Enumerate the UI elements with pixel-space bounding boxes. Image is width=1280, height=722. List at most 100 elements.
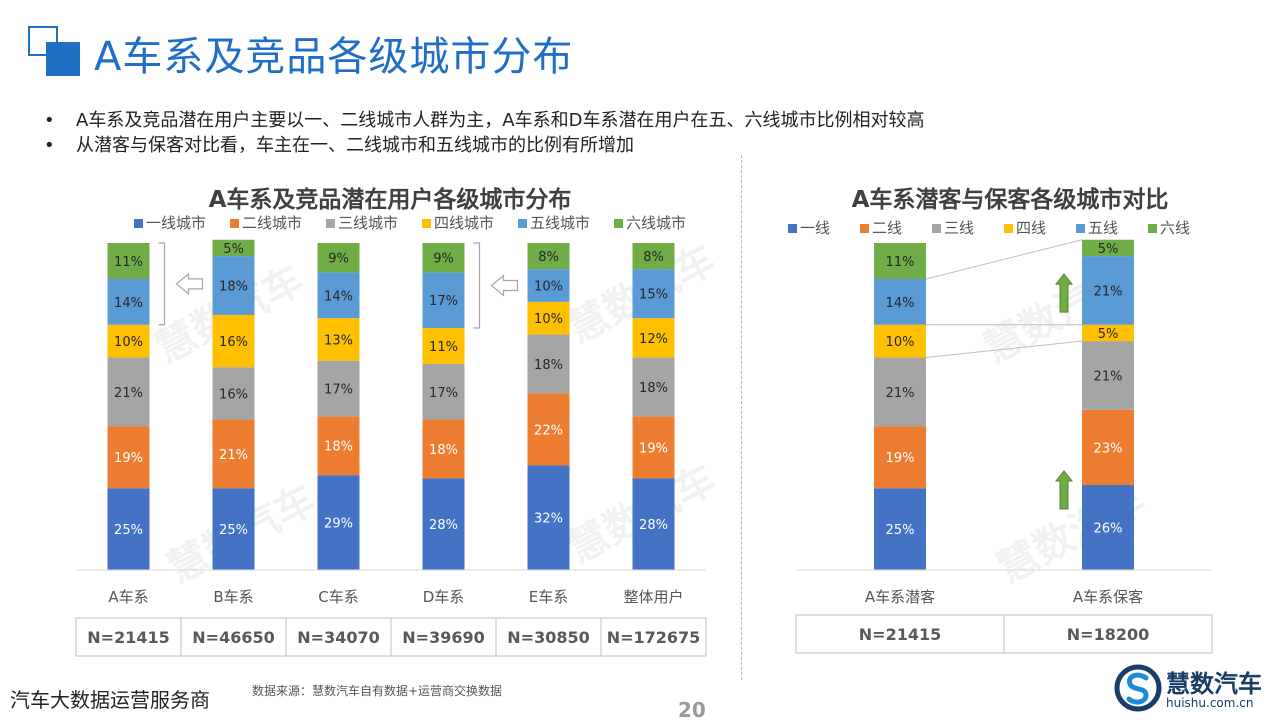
bar-segment <box>107 324 150 358</box>
legend-swatch <box>614 219 623 228</box>
sample-size-label: N=30850 <box>507 628 589 647</box>
data-label: 22% <box>534 423 563 438</box>
green-up-arrow-icon <box>1054 470 1074 510</box>
legend-label: 二线城市 <box>242 214 302 232</box>
sample-size-label: N=18200 <box>1067 625 1149 644</box>
data-label: 14% <box>886 296 915 311</box>
data-label: 5% <box>223 242 244 257</box>
bar-segment <box>874 324 926 358</box>
data-label: 5% <box>1098 242 1119 257</box>
sample-size-cell <box>390 617 497 657</box>
data-label: 21% <box>219 448 248 463</box>
data-label: 10% <box>534 280 563 295</box>
bar-segment <box>422 419 465 479</box>
legend-swatch <box>422 219 431 228</box>
legend-swatch <box>1076 224 1085 233</box>
bar-segment <box>212 239 255 257</box>
data-label: 19% <box>886 451 915 466</box>
sample-size-label: N=172675 <box>607 628 701 647</box>
x-tick-label: E车系 <box>529 588 568 606</box>
bar-segment <box>874 357 926 427</box>
bar-segment <box>107 243 150 279</box>
bar-segment <box>107 426 150 489</box>
footer-tagline: 汽车大数据运营服务商 <box>10 688 210 712</box>
data-label: 11% <box>429 340 458 355</box>
brand-name: 慧数汽车 <box>1166 670 1262 698</box>
x-tick-label: 整体用户 <box>623 588 683 606</box>
legend-label: 六线城市 <box>626 214 686 232</box>
bar-segment <box>527 465 570 570</box>
data-label: 14% <box>324 289 353 304</box>
data-label: 23% <box>1094 441 1123 456</box>
data-label: 9% <box>433 252 454 267</box>
hollow-left-arrow-icon <box>490 274 519 297</box>
legend-swatch <box>932 224 941 233</box>
bar-segment <box>212 419 255 489</box>
data-label: 21% <box>1094 284 1123 299</box>
legend-label: 一线城市 <box>146 214 206 232</box>
data-label: 10% <box>886 335 915 350</box>
data-label: 10% <box>114 335 143 350</box>
legend-label: 五线城市 <box>530 214 590 232</box>
data-label: 9% <box>328 252 349 267</box>
data-label: 25% <box>219 523 248 538</box>
bar-segment <box>874 278 926 325</box>
bracket <box>473 242 481 329</box>
green-up-arrow-icon <box>1054 273 1074 313</box>
data-label: 25% <box>114 523 143 538</box>
left-chart-title: A车系及竞品潜在用户各级城市分布 <box>208 187 572 213</box>
connector-line <box>925 239 1083 280</box>
bar-segment <box>317 475 360 570</box>
bar-segment <box>1082 409 1134 485</box>
bar-segment <box>632 318 675 358</box>
x-tick-label: B车系 <box>213 588 253 606</box>
data-label: 29% <box>324 517 353 532</box>
data-label: 28% <box>429 518 458 533</box>
hollow-left-arrow-icon <box>175 272 204 296</box>
sample-size-cell <box>285 617 392 657</box>
sample-size-cell <box>1003 614 1213 654</box>
x-tick-label: A车系保客 <box>1073 588 1143 606</box>
brand-url: huishu.com.cn <box>1166 696 1254 710</box>
bar-segment <box>422 363 465 420</box>
sample-size-cell <box>180 617 287 657</box>
bar-segment <box>874 243 926 279</box>
x-tick-label: A车系潜客 <box>865 588 935 606</box>
bar-segment <box>1082 256 1134 325</box>
bar-segment <box>632 416 675 479</box>
legend-swatch <box>1148 224 1157 233</box>
sample-size-label: N=34070 <box>297 628 379 647</box>
bar-segment <box>632 357 675 417</box>
data-label: 17% <box>429 294 458 309</box>
summary-bullets: A车系及竞品潜在用户主要以一、二线城市人群为主，A车系和D车系潜在用户在五、六线… <box>44 108 924 158</box>
connector-line <box>925 340 1083 358</box>
legend-swatch <box>860 224 869 233</box>
data-label: 19% <box>114 451 143 466</box>
x-tick-label: D车系 <box>423 588 465 606</box>
logo-square-filled <box>46 42 80 76</box>
panel-divider <box>741 155 742 680</box>
bar-segment <box>422 272 465 329</box>
data-label: 19% <box>639 441 668 456</box>
bar-segment <box>1082 324 1134 342</box>
bar-segment <box>422 328 465 364</box>
bar-segment <box>1082 239 1134 257</box>
brand-logo: 慧数汽车 huishu.com.cn <box>1114 662 1276 714</box>
page-title: A车系及竞品各级城市分布 <box>94 34 574 80</box>
bracket <box>158 242 166 326</box>
title-logo-mark <box>28 26 82 78</box>
bar-segment <box>212 314 255 368</box>
bar-segment <box>317 318 360 361</box>
data-label: 26% <box>1094 521 1123 536</box>
data-label: 32% <box>534 512 563 527</box>
bar-segment <box>527 393 570 466</box>
bar-segment <box>527 334 570 394</box>
bar-segment <box>527 243 570 270</box>
data-label: 28% <box>639 518 668 533</box>
data-label: 11% <box>886 255 915 270</box>
sample-size-cell <box>495 617 602 657</box>
sample-size-cell <box>795 614 1005 654</box>
brand-s-icon <box>1114 664 1162 712</box>
data-label: 18% <box>534 358 563 373</box>
